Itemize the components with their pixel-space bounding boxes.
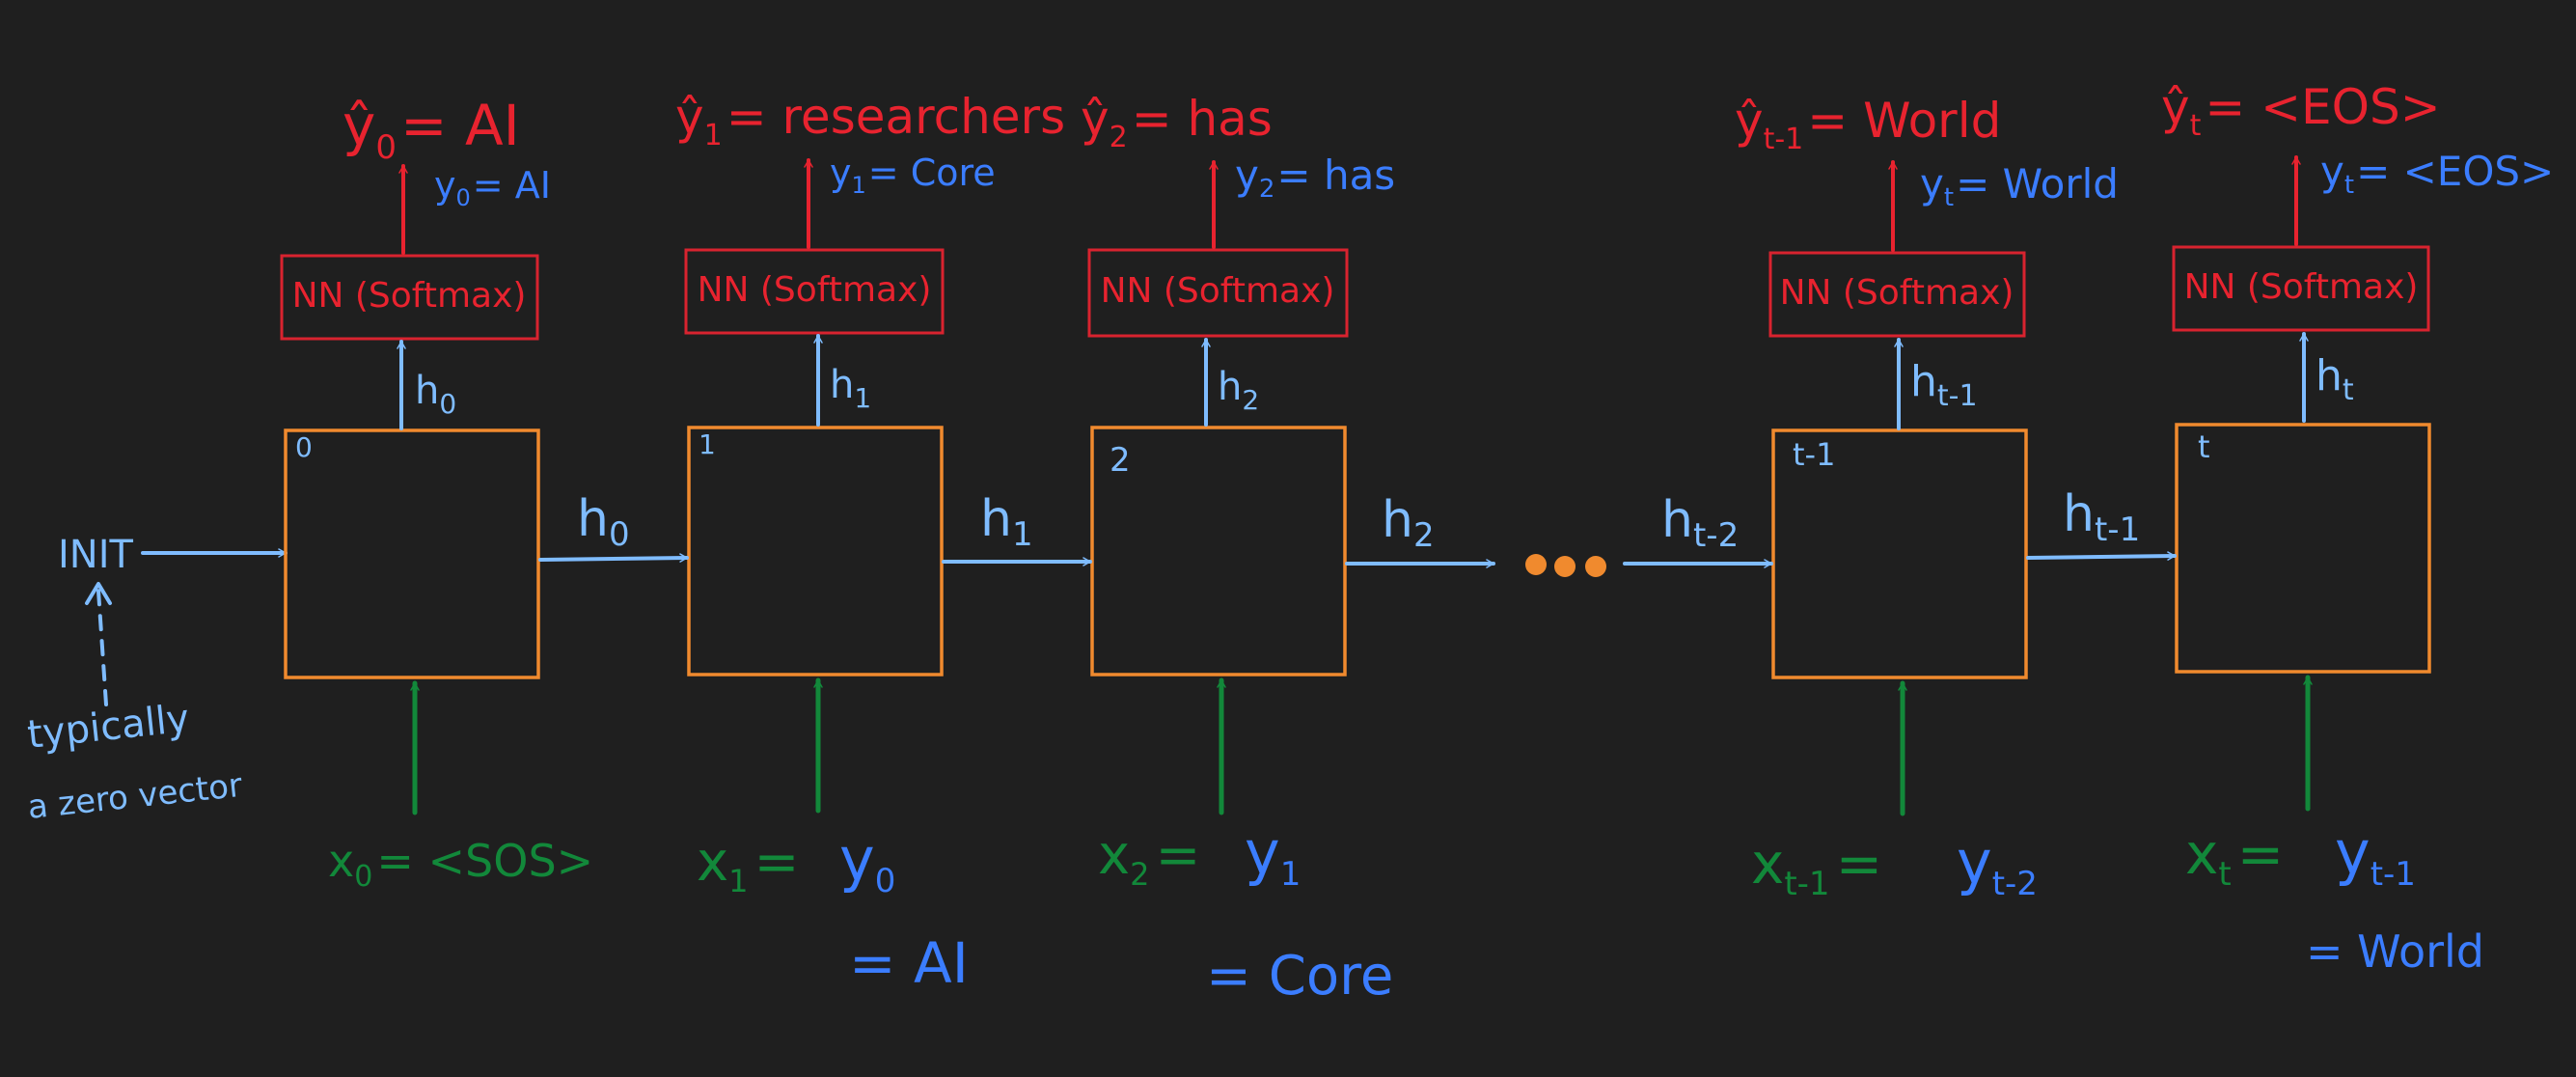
recurrent-arrow-4 (2026, 551, 2177, 561)
rnn-cell-0: 0 NN (Softmax) h0 ŷ0= AI y0= AI x0= <SOS… (280, 93, 593, 894)
softmax-layer-box (1768, 251, 2026, 338)
input-rhs-value: = AI (849, 930, 969, 996)
input-rhs-label: y1 (1245, 817, 1301, 894)
ellipsis-dot (1525, 554, 1547, 575)
init-note-line1: typically (25, 697, 191, 758)
input-label: xt = (2185, 821, 2284, 894)
prediction-label: ŷ1= researchers (675, 89, 1065, 152)
recurrent-label-1: h1 (980, 490, 1033, 554)
hidden-output-label: h1 (830, 363, 871, 414)
rnn-cell-2: 2 NN (Softmax) h2 ŷ2= has y2= has x2 = y1… (1081, 91, 1395, 1008)
prediction-label: ŷ0= AI (343, 93, 520, 167)
init-dashed-arrowhead (85, 582, 112, 605)
cell-box (1090, 426, 1347, 677)
cell-box (1771, 428, 2028, 679)
recurrent-label-4: ht-1 (2063, 485, 2140, 549)
prediction-label: ŷt-1= World (1735, 93, 2001, 156)
softmax-layer-box (684, 248, 945, 335)
input-label: x0= <SOS> (328, 835, 593, 894)
hidden-output-label: ht (2316, 351, 2354, 407)
recurrent-label-0: h0 (577, 490, 630, 554)
cell-box (687, 426, 944, 677)
input-rhs-value: = Core (1206, 945, 1393, 1008)
rnn-cell-t-1: t-1 NN (Softmax) ht-1 ŷt-1= World yt= Wo… (1735, 93, 2119, 903)
softmax-layer-label: NN (Softmax) (1780, 273, 2014, 313)
rnn-cell-t: t NN (Softmax) ht ŷt= <EOS> yt= <EOS> xt… (2161, 79, 2554, 978)
hidden-output-label: h0 (415, 369, 456, 420)
init-label: INIT (58, 533, 134, 577)
softmax-layer-box (280, 254, 539, 341)
softmax-layer-label: NN (Softmax) (1101, 271, 1335, 311)
cell-index: 2 (1110, 441, 1131, 480)
softmax-layer-label: NN (Softmax) (292, 276, 527, 316)
recurrent-label-3: ht-2 (1661, 491, 1739, 555)
target-label: yt= World (1920, 160, 2119, 212)
softmax-layer-label: NN (Softmax) (2184, 267, 2419, 307)
input-rhs-label: y0 (839, 824, 895, 900)
cell-index: 0 (295, 431, 313, 463)
target-label: y0= AI (434, 164, 551, 211)
target-label: y1= Core (830, 152, 996, 199)
input-rhs-label: yt-2 (1957, 827, 2038, 903)
ellipsis-dot (1554, 556, 1576, 577)
softmax-layer-box (1087, 248, 1349, 338)
softmax-layer-label: NN (Softmax) (698, 270, 932, 310)
init-note-line2: a zero vector (26, 766, 244, 827)
cell-index: t-1 (1793, 436, 1835, 473)
target-label: y2= has (1235, 152, 1395, 204)
recurrent-arrow-0 (538, 553, 689, 563)
prediction-label: ŷt= <EOS> (2161, 79, 2441, 143)
input-label: x2 = (1098, 824, 1200, 893)
cell-box (284, 428, 540, 679)
recurrent-connections: h0 h1 h2 ht-2 ht-1 (538, 485, 2177, 568)
cell-index: t (2198, 428, 2210, 465)
init-dashed-arrow (96, 589, 108, 706)
cell-index: 1 (699, 428, 716, 460)
input-rhs-value: = World (2306, 925, 2484, 978)
input-label: x1 = (697, 831, 799, 899)
ellipsis-dot (1585, 556, 1606, 577)
ellipsis-dots (1525, 554, 1606, 577)
input-label: xt-1 = (1751, 831, 1882, 903)
hidden-output-label: ht-1 (1910, 357, 1978, 413)
cell-box (2175, 423, 2431, 674)
softmax-layer-box (2172, 245, 2430, 332)
hidden-output-label: h2 (1218, 365, 1259, 416)
target-label: yt= <EOS> (2320, 148, 2554, 200)
prediction-label: ŷ2= has (1081, 91, 1273, 154)
recurrent-label-2: h2 (1382, 491, 1435, 555)
rnn-cell-1: 1 NN (Softmax) h1 ŷ1= researchers y1= Co… (675, 89, 1065, 996)
init-group: INIT typically a zero vector (25, 533, 288, 827)
input-rhs-label: yt-1 (2335, 817, 2416, 894)
